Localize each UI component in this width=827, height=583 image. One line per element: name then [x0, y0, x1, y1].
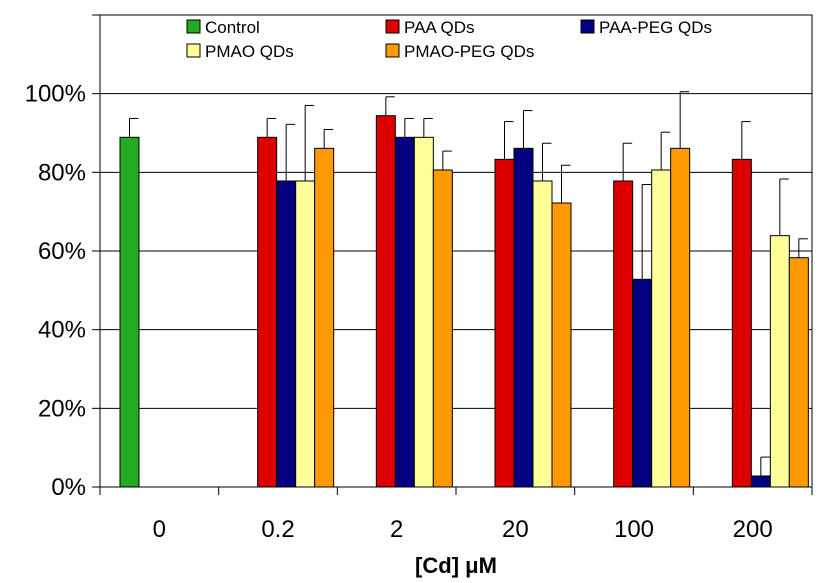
gridlines [100, 93, 812, 409]
bar [769, 235, 790, 488]
bar [513, 147, 534, 488]
y-tick-label: 0% [51, 474, 86, 501]
x-tick-label: 20 [502, 516, 529, 543]
bar [375, 115, 396, 488]
x-tick-label: 0.2 [261, 516, 294, 543]
y-tick-labels: 0% 20% 40% 60% 80% 100% [25, 81, 86, 501]
legend-label: PMAO QDs [205, 42, 294, 61]
x-tick-label: 2 [390, 516, 403, 543]
bar [551, 202, 572, 488]
bar [651, 169, 672, 488]
bar [276, 180, 297, 488]
y-tick-label: 60% [38, 238, 86, 265]
legend-label: PMAO-PEG QDs [404, 42, 534, 61]
bar [394, 136, 415, 488]
legend-label: PAA QDs [404, 18, 475, 37]
bar [788, 257, 809, 488]
legend-swatch [580, 19, 595, 34]
legend-swatch [385, 43, 400, 58]
bar [432, 169, 453, 488]
legend-label: Control [205, 18, 260, 37]
bar [295, 180, 316, 488]
bar [750, 475, 771, 488]
y-tick-label: 40% [38, 317, 86, 344]
bar [670, 147, 691, 488]
bars [119, 91, 809, 488]
axes [92, 14, 813, 495]
bar [532, 180, 553, 488]
bar [413, 136, 434, 488]
x-tick-labels: 0 0.2 2 20 100 200 [153, 516, 773, 543]
legend-label: PAA-PEG QDs [599, 18, 712, 37]
x-tick-label: 200 [733, 516, 773, 543]
bar [257, 136, 278, 488]
x-tick-label: 0 [153, 516, 166, 543]
legend: Control PAA QDs PAA-PEG QDs PMAO QDs PMAO-PE… [186, 18, 712, 61]
bar [731, 158, 752, 488]
bar [314, 147, 335, 488]
x-tick-label: 100 [614, 516, 654, 543]
y-tick-label: 20% [38, 395, 86, 422]
bar [119, 136, 140, 488]
bar [632, 278, 653, 488]
x-axis-title: [Cd] μM [415, 553, 497, 578]
legend-swatch [385, 19, 400, 34]
legend-swatch [186, 19, 201, 34]
bar [613, 180, 634, 488]
bar [494, 158, 515, 488]
y-tick-label: 100% [25, 81, 86, 108]
legend-swatch [186, 43, 201, 58]
y-tick-label: 80% [38, 159, 86, 186]
